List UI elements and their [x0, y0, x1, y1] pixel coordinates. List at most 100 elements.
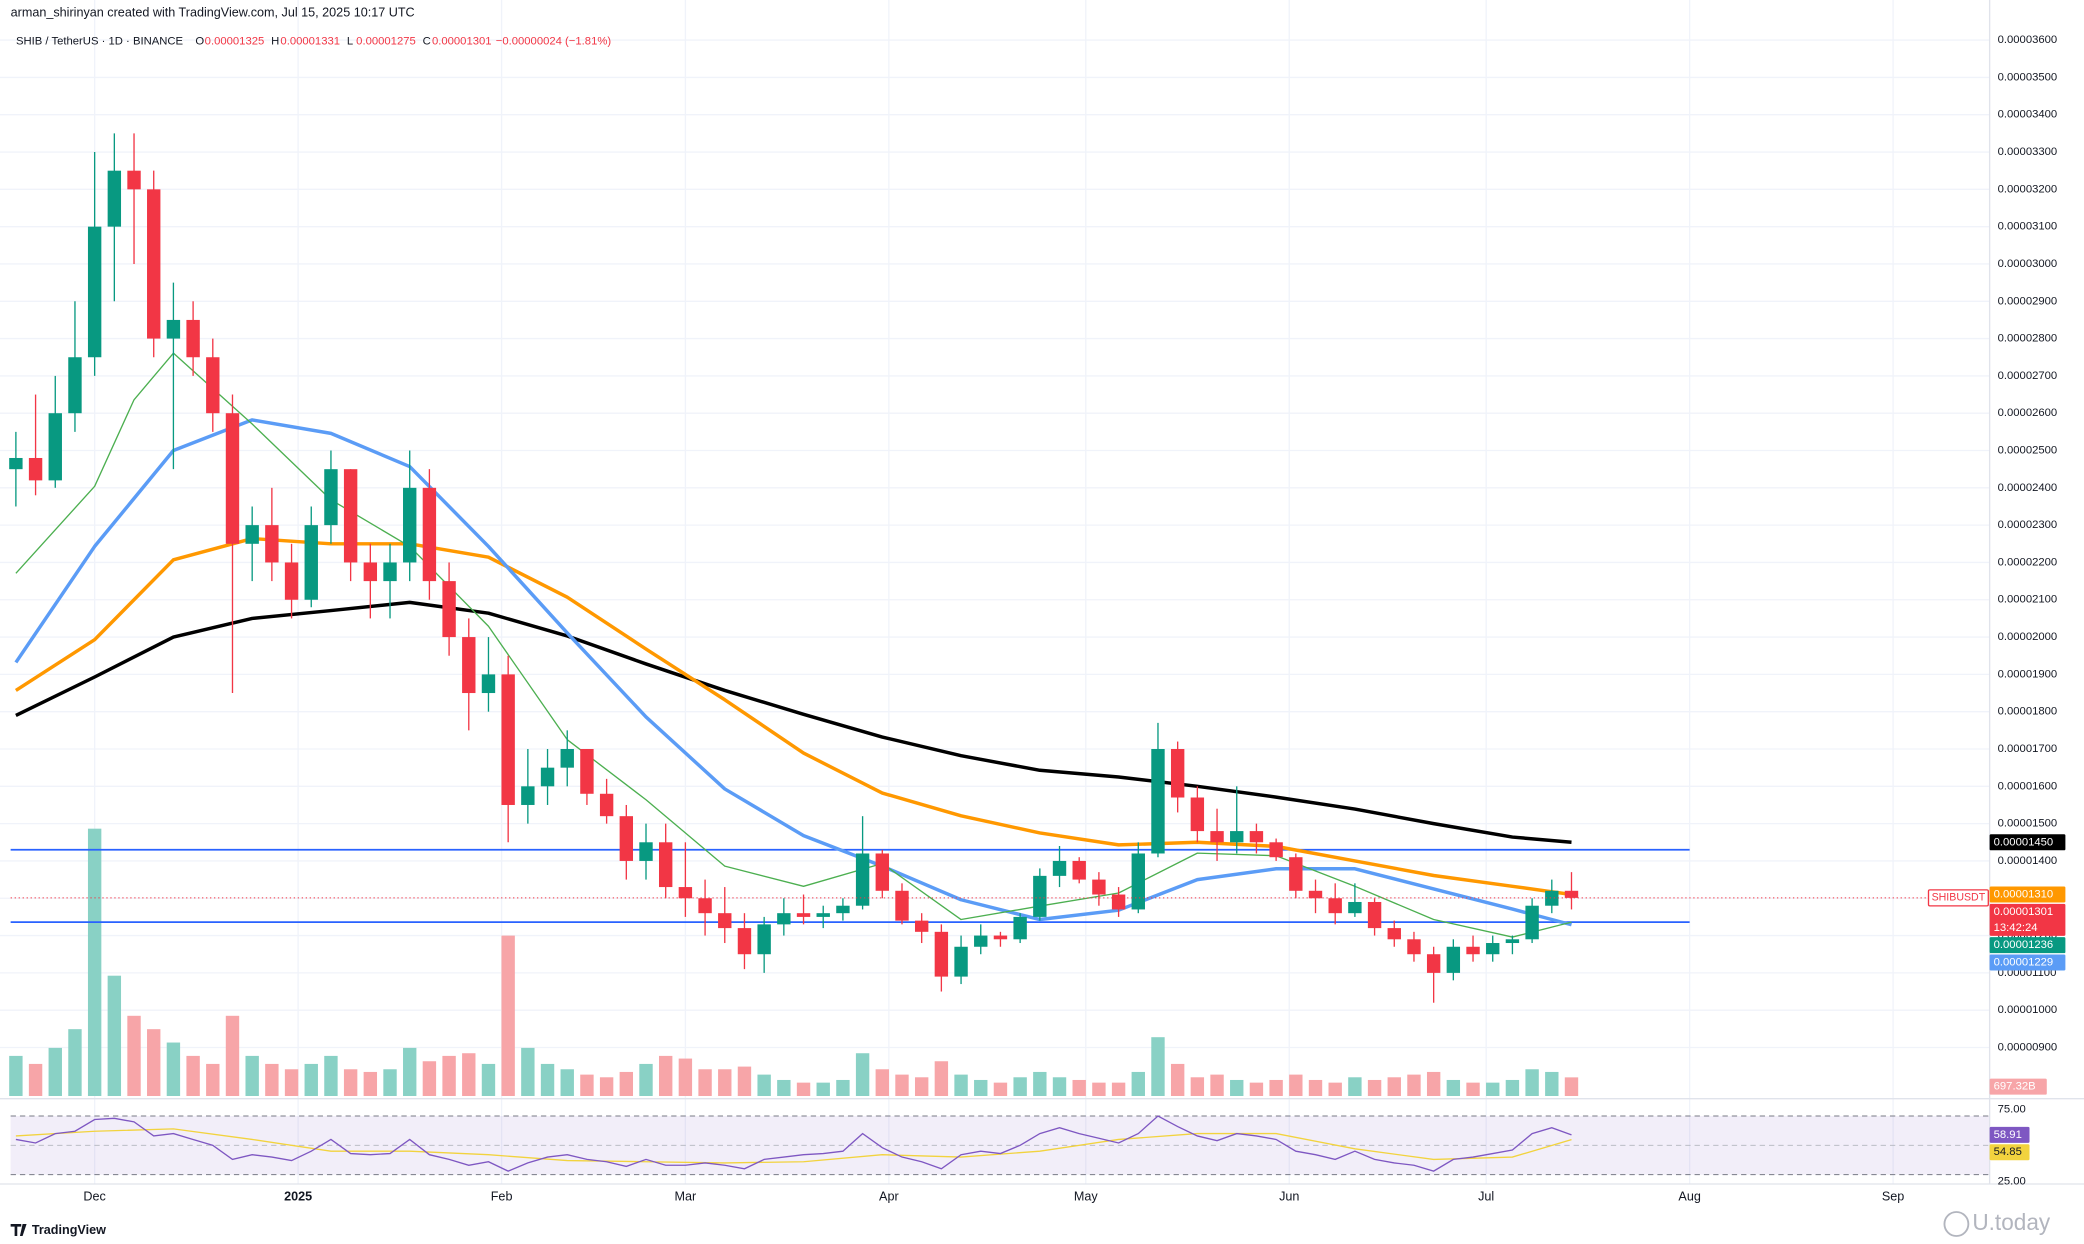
volume-bar [1210, 1074, 1224, 1096]
candle-body [1407, 939, 1421, 955]
volume-bar [1348, 1077, 1362, 1096]
volume-bar [324, 1055, 338, 1096]
volume-bar [1407, 1074, 1421, 1096]
candle-body [284, 562, 299, 600]
candle-body [68, 357, 82, 414]
brand-logo [10, 1224, 27, 1236]
volume-bar [1111, 1082, 1126, 1096]
volume-bar [481, 1063, 496, 1096]
volume-bar [1564, 1077, 1579, 1096]
candle-body [560, 749, 574, 768]
volume-bar [9, 1055, 23, 1096]
y-tick-label: 0.00002200 [1998, 556, 2058, 568]
candle-body [28, 457, 43, 481]
candle-body [107, 170, 122, 227]
candle-body [1230, 831, 1244, 843]
volume-bar [1486, 1082, 1500, 1096]
candle-body [1092, 879, 1106, 895]
candle-body [363, 562, 378, 582]
candle-body [698, 898, 712, 914]
candle-body [757, 924, 771, 955]
volume-bar [914, 1077, 929, 1096]
volume-bar [599, 1077, 614, 1096]
candle-body [442, 581, 456, 638]
volume-bar [107, 975, 122, 1096]
candle-body [422, 487, 437, 582]
volume-bar [147, 1029, 161, 1096]
axes: 0.000009000.000010000.000011000.00001200… [0, 0, 2084, 1204]
candle-body [934, 931, 949, 977]
y-tick-label: 0.00000900 [1998, 1041, 2058, 1053]
volume-bar [993, 1082, 1008, 1096]
candle-body [816, 913, 830, 917]
volume-bar [560, 1069, 574, 1096]
candle-body [1525, 905, 1539, 940]
y-tick-label: 0.00002500 [1998, 444, 2058, 456]
candle-body [304, 525, 318, 600]
volume-bar [974, 1079, 988, 1096]
volume-bar [343, 1069, 358, 1096]
ohlc-legend: O 0.00001325 H 0.00001331 L 0.00001275 C 0.0000… [195, 35, 611, 47]
price-label-box [1989, 954, 2066, 971]
price-label: 0.00001301 [1994, 906, 2054, 918]
legend-key: L [347, 35, 353, 47]
x-tick-label: Jun [1279, 1190, 1299, 1204]
y-tick-label: 0.00001600 [1998, 780, 2058, 792]
candle-body [1387, 928, 1401, 940]
volume-bar [186, 1055, 200, 1096]
volume-bar [1426, 1071, 1441, 1096]
volume-bar [619, 1071, 634, 1096]
volume-bar [1367, 1079, 1382, 1096]
candle-body [1367, 901, 1382, 929]
x-tick-label: 2025 [284, 1190, 312, 1204]
volume-bar [1446, 1079, 1461, 1096]
volume-bar [540, 1063, 555, 1096]
candle-body [1013, 916, 1027, 940]
legend-change: −0.00000024 (−1.81%) [496, 35, 612, 47]
legend-key: C [423, 35, 431, 47]
candle-body [9, 457, 23, 470]
price-label: 0.00001450 [1994, 836, 2054, 848]
candle-body [737, 928, 752, 955]
volume-bar [265, 1063, 279, 1096]
candle-body [1505, 939, 1520, 944]
y-tick-label: 0.00002700 [1998, 370, 2058, 382]
candle-body [1289, 857, 1303, 891]
moving-average [14, 418, 1572, 927]
volume-bar [68, 1029, 82, 1096]
volume-bar [1151, 1037, 1165, 1096]
price-label-box [1989, 886, 2066, 903]
y-tick-label: 0.00003300 [1998, 146, 2058, 158]
volume-bar [1328, 1082, 1342, 1096]
candle-body [481, 674, 496, 694]
volume-bar [87, 828, 102, 1096]
price-label: 0.00001229 [1994, 956, 2054, 968]
y-tick-label: 0.00002300 [1998, 519, 2058, 531]
candle-body [245, 525, 259, 544]
rsi-pane [10, 1115, 1990, 1176]
volume-bar [422, 1061, 437, 1096]
volume-bar [1072, 1079, 1086, 1096]
rsi-value-label: 58.91 [1994, 1129, 2022, 1141]
y-tick-label: 0.00001500 [1998, 818, 2058, 830]
rsi-tick-label: 25.00 [1998, 1175, 2026, 1187]
candle-body [1466, 946, 1480, 955]
volume-bar [1052, 1077, 1067, 1096]
volume-bar [875, 1069, 889, 1096]
candle-body [1033, 875, 1047, 917]
volume-bar [1131, 1071, 1145, 1096]
price-pane [9, 133, 1990, 1003]
volume-bar [737, 1066, 752, 1096]
y-tick-label: 0.00003200 [1998, 183, 2058, 195]
legend-value: 0.00001301 [432, 35, 492, 47]
volume-bar [1033, 1071, 1047, 1096]
candle-body [1446, 946, 1461, 973]
legend-value: 0.00001331 [280, 35, 340, 47]
candle-body [1486, 943, 1500, 955]
watermark: U.today [1943, 1210, 2051, 1237]
volume-bar [462, 1053, 476, 1096]
x-tick-label: Jul [1478, 1190, 1494, 1204]
candle-body [1564, 890, 1579, 898]
y-tick-label: 0.00002800 [1998, 333, 2058, 345]
